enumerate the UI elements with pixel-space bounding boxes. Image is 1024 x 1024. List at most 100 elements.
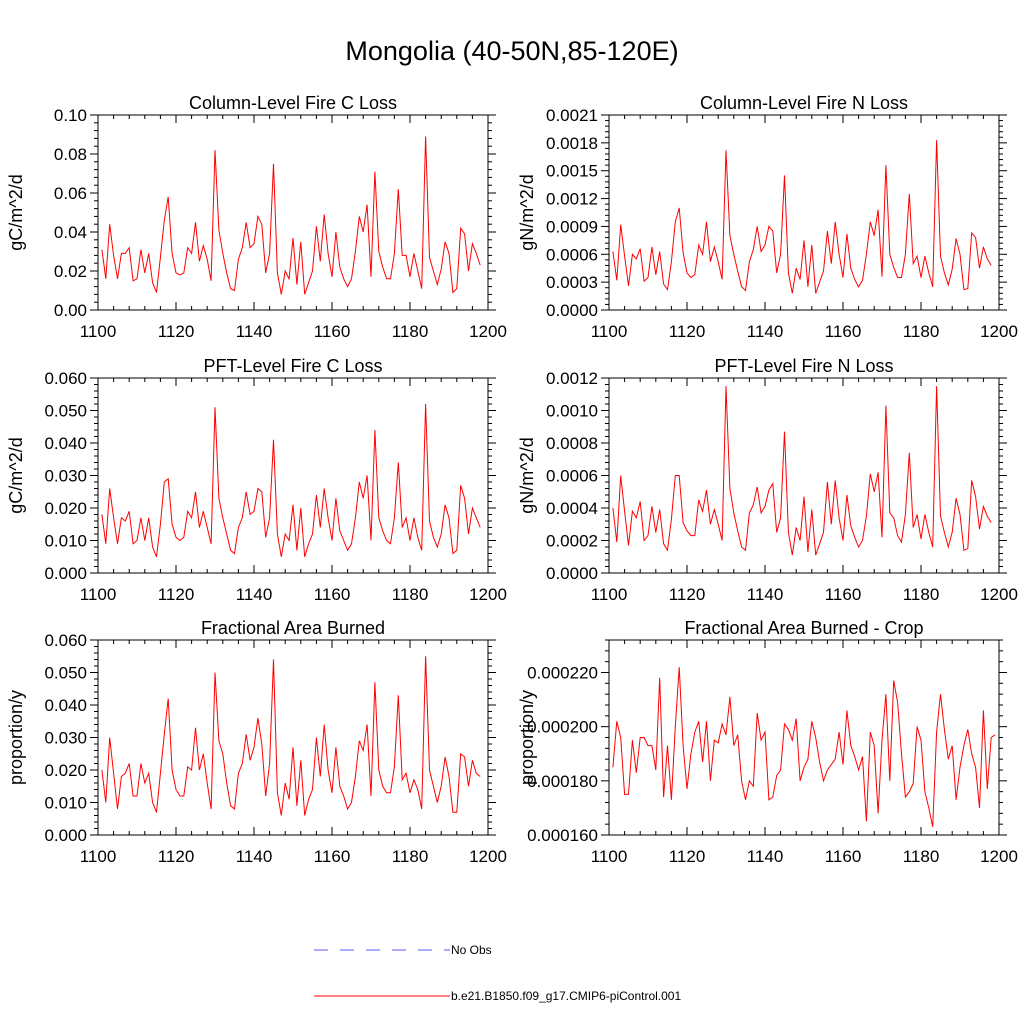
x-tick-label: 1140	[747, 847, 784, 866]
y-tick-label: 0.0009	[546, 217, 598, 236]
x-tick-label: 1180	[903, 585, 940, 604]
x-tick-label: 1180	[392, 585, 429, 604]
y-tick-label: 0.0004	[546, 499, 598, 518]
plot-frame	[97, 114, 489, 311]
x-tick-label: 1160	[314, 322, 351, 341]
y-tick-label: 0.0021	[546, 106, 598, 125]
y-axis-label: proportion/y	[6, 690, 26, 785]
legend-model-label: b.e21.B1850.f09_g17.CMIP6-piControl.001	[451, 989, 681, 1003]
y-tick-label: 0.0006	[546, 467, 598, 486]
x-tick-label: 1100	[80, 322, 117, 341]
y-tick-label: 0.000220	[527, 664, 598, 683]
series-line	[101, 136, 481, 295]
y-tick-label: 0.040	[44, 434, 87, 453]
x-tick-label: 1120	[158, 585, 195, 604]
x-tick-label: 1120	[669, 322, 706, 341]
y-tick-label: 0.0012	[546, 369, 598, 388]
chart-title: Fractional Area Burned	[201, 618, 385, 638]
x-tick-label: 1120	[158, 322, 195, 341]
x-tick-label: 1160	[825, 847, 862, 866]
x-tick-label: 1140	[747, 322, 784, 341]
x-tick-label: 1140	[236, 585, 273, 604]
series-line	[612, 386, 992, 556]
x-tick-label: 1120	[158, 847, 195, 866]
y-tick-label: 0.0000	[546, 301, 598, 320]
y-tick-label: 0.0010	[546, 402, 598, 421]
y-tick-label: 0.08	[54, 145, 87, 164]
x-tick-label: 1100	[80, 585, 117, 604]
y-tick-label: 0.040	[44, 696, 87, 715]
y-tick-label: 0.000200	[527, 718, 598, 737]
y-axis-label: gN/m^2/d	[517, 437, 537, 513]
x-tick-label: 1100	[591, 847, 628, 866]
x-tick-label: 1140	[747, 585, 784, 604]
plot-frame	[608, 639, 1000, 836]
plot-frame	[608, 377, 1000, 574]
figure-title: Mongolia (40-50N,85-120E)	[345, 36, 679, 66]
y-tick-label: 0.06	[54, 184, 87, 203]
y-tick-label: 0.0000	[546, 564, 598, 583]
plot-frame	[97, 377, 489, 574]
series-line	[101, 656, 481, 816]
y-tick-label: 0.02	[54, 262, 87, 281]
chart-panel-1: Column-Level Fire C Loss 1100 1120 1140 1160…	[6, 93, 507, 341]
y-tick-label: 0.000	[44, 564, 87, 583]
x-tick-label: 1140	[236, 847, 273, 866]
legend: No Obs b.e21.B1850.f09_g17.CMIP6-piContro…	[314, 943, 681, 1003]
y-tick-label: 0.050	[44, 402, 87, 421]
chart-title: PFT-Level Fire C Loss	[203, 356, 382, 376]
chart-title: Column-Level Fire N Loss	[700, 93, 908, 113]
y-tick-label: 0.0002	[546, 532, 598, 551]
legend-obs-label: No Obs	[451, 943, 492, 957]
x-tick-label: 1200	[469, 585, 507, 604]
x-tick-label: 1160	[825, 322, 862, 341]
y-tick-label: 0.0006	[546, 245, 598, 264]
series-line	[101, 403, 481, 557]
y-tick-label: 0.050	[44, 664, 87, 683]
chart-panel-3: PFT-Level Fire C Loss 1100 1120 1140 1160 118…	[6, 356, 507, 604]
y-axis-label: gC/m^2/d	[6, 437, 26, 513]
x-tick-label: 1100	[591, 322, 628, 341]
y-tick-label: 0.10	[54, 106, 87, 125]
chart-panel-4: PFT-Level Fire N Loss 1100 1120 1140 1160 118…	[517, 356, 1018, 604]
x-tick-label: 1200	[980, 847, 1018, 866]
y-tick-label: 0.000	[44, 826, 87, 845]
y-tick-label: 0.04	[54, 223, 87, 242]
x-tick-label: 1100	[591, 585, 628, 604]
plot-frame	[97, 639, 489, 836]
x-tick-label: 1140	[236, 322, 273, 341]
series-line	[612, 140, 992, 294]
x-tick-label: 1200	[980, 585, 1018, 604]
y-tick-label: 0.010	[44, 532, 87, 551]
chart-title: Column-Level Fire C Loss	[189, 93, 397, 113]
x-tick-label: 1100	[80, 847, 117, 866]
y-tick-label: 0.020	[44, 761, 87, 780]
y-axis-label: proportion/y	[517, 690, 537, 785]
y-tick-label: 0.020	[44, 499, 87, 518]
chart-panel-5: Fractional Area Burned 1100 1120 1140 1160 11…	[6, 618, 507, 866]
y-tick-label: 0.0003	[546, 273, 598, 292]
x-tick-label: 1180	[392, 847, 429, 866]
x-tick-label: 1120	[669, 847, 706, 866]
y-tick-label: 0.060	[44, 369, 87, 388]
chart-panel-6: Fractional Area Burned - Crop 1100 1120 114…	[517, 618, 1018, 866]
y-tick-label: 0.00	[54, 301, 87, 320]
plot-frame	[608, 114, 1000, 311]
x-tick-label: 1200	[980, 322, 1018, 341]
chart-title: Fractional Area Burned - Crop	[684, 618, 923, 638]
x-tick-label: 1180	[903, 847, 940, 866]
x-tick-label: 1160	[314, 585, 351, 604]
x-tick-label: 1200	[469, 322, 507, 341]
y-tick-label: 0.0012	[546, 190, 598, 209]
series-line	[612, 667, 996, 828]
chart-title: PFT-Level Fire N Loss	[714, 356, 893, 376]
y-tick-label: 0.0018	[546, 134, 598, 153]
y-tick-label: 0.060	[44, 631, 87, 650]
x-tick-label: 1200	[469, 847, 507, 866]
x-tick-label: 1160	[314, 847, 351, 866]
y-tick-label: 0.010	[44, 794, 87, 813]
chart-panel-2: Column-Level Fire N Loss 1100 1120 1140 1160…	[517, 93, 1018, 341]
y-axis-label: gN/m^2/d	[517, 174, 537, 250]
